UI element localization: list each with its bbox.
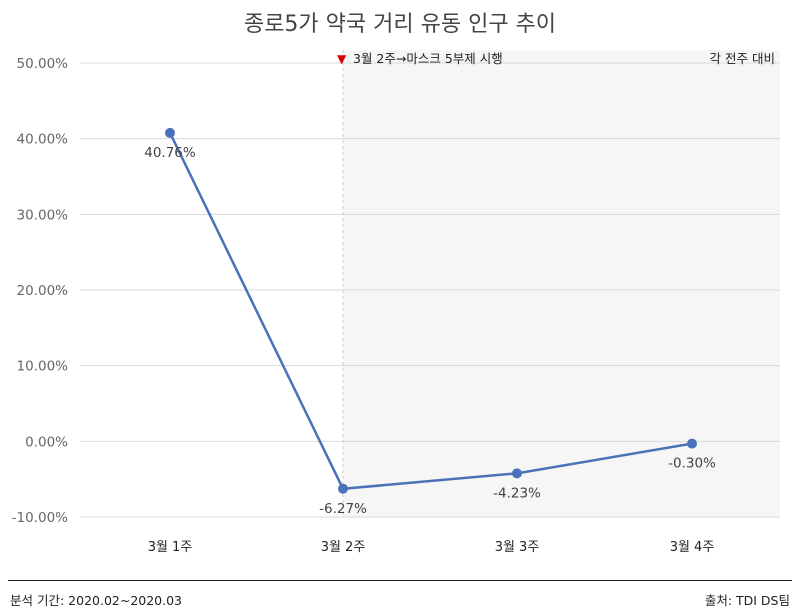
annotation-text: 3월 2주→마스크 5부제 시행 [353,51,503,66]
annotation-marker-icon: ▼ [337,52,347,66]
y-tick-label: 20.00% [17,283,69,299]
x-tick-label: 3월 4주 [670,540,715,555]
y-tick-label: 40.00% [17,132,69,148]
analysis-period: 분석 기간: 2020.02~2020.03 [10,593,183,608]
y-tick-label: 10.00% [17,359,69,375]
series-line [168,132,693,491]
data-label: -0.30% [668,456,716,472]
y-tick-label: 30.00% [17,207,69,223]
x-tick-label: 3월 2주 [321,540,366,555]
data-source: 출처: TDI DS팀 [704,593,790,608]
line-chart: 50.00% 40.00% 30.00% 20.00% 10.00% 0.00% -10.0… [12,50,780,555]
data-label: -4.23% [493,485,541,501]
data-point [687,438,697,449]
x-tick-label: 3월 3주 [495,540,540,555]
y-axis-ticks: 50.00% 40.00% 30.00% 20.00% 10.00% 0.00% -10.0… [12,56,69,526]
shaded-period-region [343,50,780,517]
x-axis-ticks: 3월 1주 3월 2주 3월 3주 3월 4주 [148,540,715,555]
data-label: 40.76% [144,145,196,161]
data-point [338,483,348,494]
grid-lines [80,62,780,518]
data-label: -6.27% [319,501,367,517]
x-tick-label: 3월 1주 [148,540,193,555]
chart-title: 종로5가 약국 거리 유동 인구 추이 [243,12,557,37]
y-tick-label: 50.00% [17,56,69,72]
data-point [165,127,175,138]
data-points [165,127,697,494]
y-tick-label: -10.00% [12,510,69,526]
data-point [512,468,522,479]
corner-note: 각 전주 대비 [710,51,775,66]
data-labels: 40.76% -6.27% -4.23% -0.30% [144,145,716,517]
footer-divider [8,580,792,581]
y-tick-label: 0.00% [25,434,68,450]
